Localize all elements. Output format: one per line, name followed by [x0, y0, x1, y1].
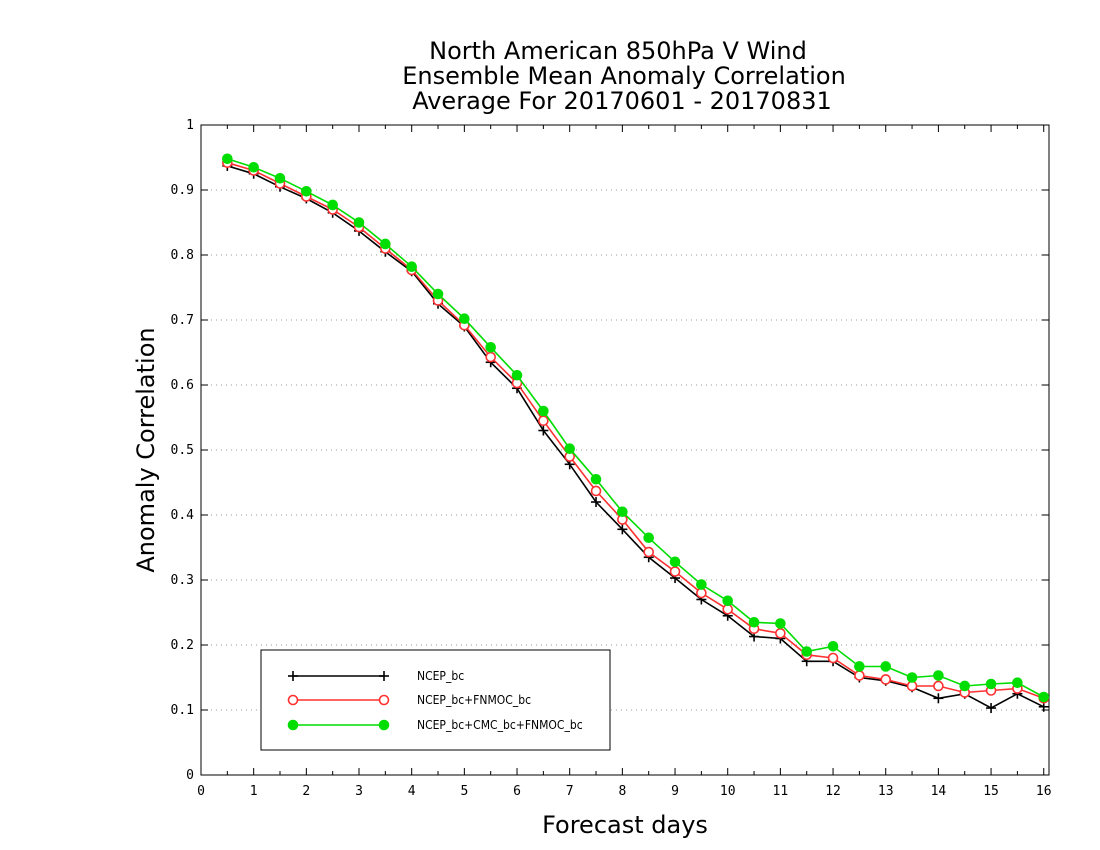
data-point-open-circle [827, 652, 839, 664]
y-tick-label: 0.4 [171, 508, 195, 523]
data-point-filled-circle [827, 641, 839, 652]
x-tick-label: 2 [302, 784, 310, 799]
data-point-filled-circle [696, 579, 707, 590]
data-point-filled-circle [748, 616, 760, 628]
y-tick-label: 0.8 [171, 248, 194, 263]
legend-label: NCEP_bc+CMC_bc+FNMOC_bc [417, 718, 583, 732]
data-point-filled-circle [222, 153, 233, 165]
data-point-filled-circle [775, 618, 786, 629]
series-line [227, 158, 1045, 698]
data-point-open-circle [643, 546, 655, 558]
y-axis-label: Anomaly Correlation [132, 327, 160, 572]
data-point-filled-circle [274, 173, 286, 184]
y-tick-label: 0.9 [171, 183, 194, 198]
data-point-open-circle [933, 680, 944, 692]
y-tick-label: 0.6 [171, 378, 194, 393]
title-line-1: North American 850hPa V Wind [429, 37, 807, 65]
data-point-filled-circle [380, 238, 391, 250]
x-tick-label: 6 [513, 784, 521, 799]
data-point-open-circle [854, 670, 865, 681]
x-axis-label: Forecast days [542, 811, 708, 839]
series-line [227, 161, 1044, 700]
x-tick-label: 10 [720, 784, 736, 799]
x-tick-label: 7 [566, 784, 574, 799]
x-tick-label: 16 [1036, 784, 1052, 799]
x-tick-label: 0 [197, 784, 205, 799]
series-line [227, 165, 1045, 709]
data-point-filled-circle [301, 186, 312, 197]
data-point-filled-circle [406, 261, 417, 273]
y-tick-label: 0.2 [171, 638, 194, 653]
data-point-filled-circle [432, 288, 444, 300]
data-point-filled-circle [643, 532, 655, 544]
title-line-3: Average For 20170601 - 20170831 [412, 87, 832, 115]
data-point-filled-circle [353, 217, 365, 228]
x-tick-label: 4 [408, 784, 416, 799]
x-tick-label: 1 [250, 784, 258, 799]
axis-ticks: 00.10.20.30.40.50.60.70.80.910 1 2 3 4 5 6 7 8 9 1… [171, 118, 1052, 799]
data-point-filled-circle [959, 680, 971, 692]
data-point-filled-circle [248, 161, 259, 173]
legend: NCEP_bc NCEP_bc+FNMOC_bc NCEP_bc+CMC_bc+FN… [260, 649, 611, 751]
legend-item: NCEP_bc+CMC_bc+FNMOC_bc [287, 718, 583, 732]
x-tick-label: 11 [773, 784, 789, 799]
data-point-filled-circle [880, 661, 892, 672]
data-point-open-circle [880, 674, 892, 685]
legend-label: NCEP_bc [417, 669, 464, 683]
data-point-open-circle [538, 415, 549, 427]
y-tick-label: 0.1 [171, 703, 194, 718]
x-tick-label: 3 [355, 784, 363, 799]
data-point-filled-circle [459, 313, 470, 325]
y-tick-label: 1 [186, 118, 194, 133]
legend-item: NCEP_bc+FNMOC_bc [287, 693, 531, 707]
x-tick-label: 5 [460, 784, 468, 799]
data-point-filled-circle [564, 443, 575, 455]
data-point-filled-circle [933, 670, 944, 681]
data-point-filled-circle [327, 199, 338, 211]
data-point-filled-circle [1012, 677, 1023, 689]
data-point-filled-circle [722, 595, 734, 607]
title-line-2: Ensemble Mean Anomaly Correlation [402, 62, 846, 90]
data-series [222, 153, 1050, 714]
data-point-filled-circle [801, 646, 813, 657]
y-tick-label: 0.7 [171, 313, 194, 328]
series-ncep-bc-fnmoc-bc [222, 157, 1050, 704]
y-tick-label: 0 [186, 768, 194, 783]
x-tick-label: 9 [671, 784, 679, 799]
y-tick-label: 0.3 [171, 573, 194, 588]
data-point-filled-circle [511, 369, 523, 381]
data-point-filled-circle [669, 556, 681, 568]
data-point-filled-circle [985, 678, 997, 690]
series-ncep-bc-cmc-bc-fnmoc-bc [222, 153, 1050, 703]
gridlines [201, 189, 1049, 711]
data-point-filled-circle [906, 672, 918, 683]
chart-title: North American 850hPa V Wind Ensemble Me… [402, 37, 846, 115]
data-point-open-circle [775, 627, 786, 639]
data-point-filled-circle [378, 719, 390, 731]
data-point-filled-circle [617, 506, 628, 518]
data-point-open-circle [287, 694, 299, 706]
y-tick-label: 0.5 [171, 443, 194, 458]
legend-item: NCEP_bc [288, 669, 464, 683]
data-point-filled-circle [485, 342, 496, 353]
series-ncep-bc [222, 160, 1049, 714]
legend-items: NCEP_bc NCEP_bc+FNMOC_bc NCEP_bc+CMC_bc+FN… [287, 669, 583, 732]
data-point-filled-circle [1038, 691, 1050, 703]
data-point-open-circle [590, 485, 602, 497]
x-tick-label: 15 [983, 784, 999, 799]
data-point-open-circle [485, 351, 496, 363]
data-point-open-circle [378, 694, 390, 706]
x-tick-label: 13 [878, 784, 894, 799]
data-point-open-circle [669, 566, 681, 577]
data-point-filled-circle [590, 473, 602, 485]
data-point-filled-circle [538, 405, 549, 417]
legend-label: NCEP_bc+FNMOC_bc [417, 693, 531, 707]
x-tick-label: 8 [618, 784, 626, 799]
x-tick-label: 14 [931, 784, 947, 799]
x-tick-label: 12 [825, 784, 841, 799]
data-point-filled-circle [854, 661, 865, 672]
data-point-filled-circle [287, 719, 299, 731]
